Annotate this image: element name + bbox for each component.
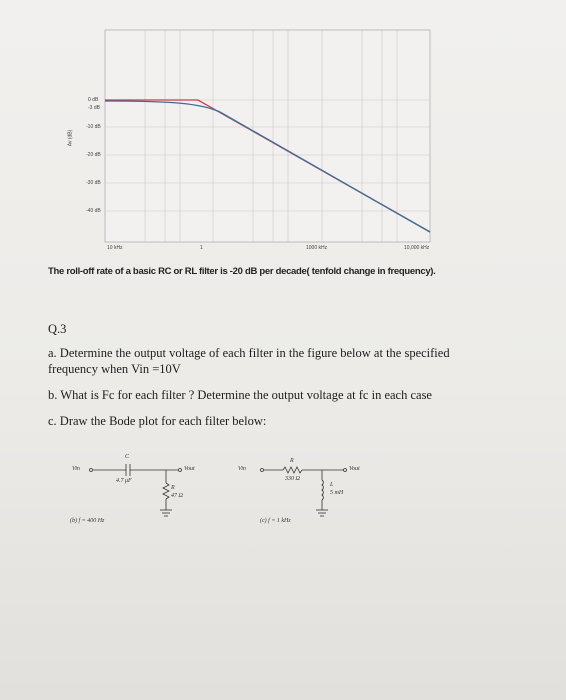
- y-label: 0 dB: [88, 97, 99, 103]
- question-part: b. What is Fc for each filter ? Determin…: [48, 388, 432, 402]
- question-part: c. Draw the Bode plot for each filter be…: [48, 414, 267, 428]
- component-value: 47 Ω: [171, 493, 183, 499]
- input-label: Vin: [238, 466, 246, 472]
- component-label: R: [171, 485, 175, 491]
- y-label: -20 dB: [86, 152, 101, 158]
- input-label: Vin: [72, 466, 80, 472]
- component-value: 330 Ω: [285, 476, 300, 482]
- x-label: 1: [200, 245, 203, 251]
- circuit-caption: (c) f = 1 kHz: [260, 518, 291, 524]
- component-label: L: [330, 482, 334, 488]
- x-label: 1000 kHz: [306, 245, 328, 251]
- caption: The roll-off rate of a basic RC or RL fi…: [48, 266, 436, 277]
- y-label: -40 dB: [86, 208, 101, 214]
- component-label: R: [290, 458, 294, 464]
- circuit-c: [260, 466, 347, 517]
- component-value: 4.7 μF: [116, 478, 132, 484]
- output-label: Vout: [349, 466, 360, 472]
- component-value: 5 mH: [330, 490, 344, 496]
- circuit-b: [89, 464, 182, 517]
- component-label: C: [125, 454, 130, 460]
- output-label: Vout: [184, 466, 195, 472]
- circuit-caption: (b) f = 400 Hz: [70, 518, 105, 524]
- x-label: 10 kHz: [107, 245, 123, 251]
- response-curve: [104, 100, 431, 233]
- y-label: -10 dB: [86, 124, 101, 130]
- y-axis-label: Av (dB): [67, 129, 74, 147]
- y-label: -30 dB: [86, 180, 101, 186]
- y-label: -3 dB: [88, 105, 100, 111]
- question-part: a. Determine the output voltage of each …: [48, 346, 450, 376]
- plot-grid: [104, 29, 431, 243]
- x-label: 10,000 kHz: [404, 245, 430, 251]
- question-number: Q.3: [48, 322, 67, 336]
